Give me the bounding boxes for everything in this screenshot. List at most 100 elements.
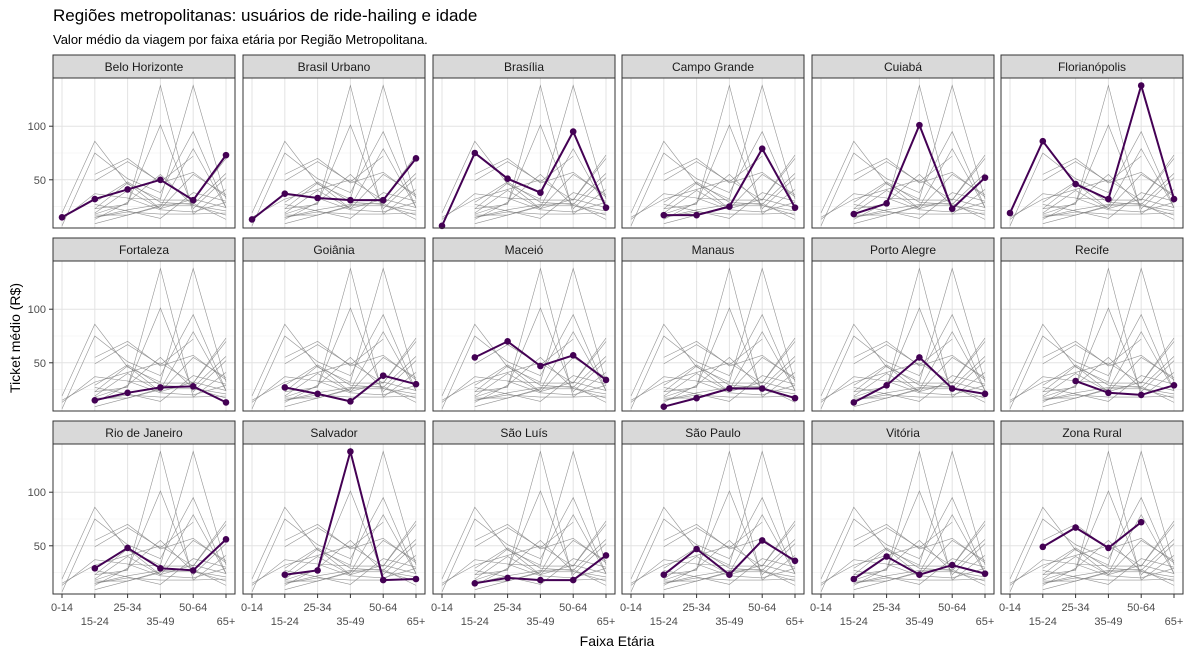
background-series-line [820,130,986,227]
highlight-point [91,195,99,203]
panel-border [621,77,805,229]
background-series-line [474,539,607,571]
background-series-line [284,539,417,571]
background-series-line [474,331,607,399]
panel-border [1000,260,1184,412]
background-series-line [284,356,417,388]
background-series-line [441,84,607,214]
background-series-line [284,124,417,215]
facet-label: Zona Rural [1062,426,1121,440]
background-series-line [1042,148,1175,216]
highlight-point [124,544,131,552]
x-tick-label: 50-64 [179,602,207,614]
facet-panel: Belo Horizonte 50 100 [28,54,236,229]
background-series-line [630,154,796,218]
background-series-line [1042,558,1175,585]
background-series-line [251,520,417,584]
background-series-line [284,524,417,564]
x-axis-label: Faixa Etária [580,633,655,649]
x-tick-label: 25-34 [114,602,142,614]
background-series-line [251,84,417,214]
x-tick-label: 35-49 [336,616,364,628]
y-tick-label: 100 [28,121,46,133]
x-tick-label: 65+ [976,616,995,628]
background-series-line [853,539,986,571]
background-series-line [1042,450,1175,581]
background-series-line [853,173,986,205]
highlight-point [693,394,700,402]
background-series-line [696,563,796,579]
background-series-line [853,524,986,564]
highlight-point [883,200,890,207]
highlight-point [157,384,164,391]
facet-label: Recife [1075,243,1109,257]
background-series-line [284,173,417,220]
x-tick-label: 35-49 [715,616,743,628]
panel-border [621,260,805,412]
x-tick-label: 50-64 [938,602,966,614]
highlight-point [726,203,733,210]
background-series-line [853,490,986,581]
background-series-line [1042,539,1175,571]
background-series-line [284,514,417,582]
facet-label: São Paulo [685,426,741,440]
background-series-line [507,563,607,579]
highlight-point [537,362,544,370]
background-series-line [94,307,227,398]
y-tick-label: 100 [28,487,46,499]
highlight-point [726,385,733,392]
background-series-line [663,356,796,403]
highlight-point [379,576,387,584]
x-tick-label: 25-34 [304,602,332,614]
highlight-point [412,155,420,162]
background-series-line [663,173,796,205]
background-series-line [474,148,607,216]
background-series-line [1042,189,1175,218]
highlight-point [758,145,766,153]
background-series-line [853,84,986,215]
background-series-line [94,514,227,582]
background-series-line [94,173,227,205]
highlight-point [916,571,923,579]
background-series-line [1009,158,1175,220]
background-series-line [284,192,417,219]
background-series-line [94,341,227,381]
background-series-line [284,539,417,586]
highlight-point [693,545,700,553]
background-series-line [251,313,417,410]
background-series-line [61,313,227,410]
background-series-line [474,190,607,214]
highlight-point [281,571,289,579]
x-tick-label: 0-14 [999,602,1021,614]
background-series-line [284,84,417,215]
facet-panel: Manaus [621,237,805,412]
background-series-line [630,267,796,397]
background-series-line [1042,539,1175,586]
background-series-line [284,189,417,218]
background-series-line [663,490,796,581]
x-tick-label: 0-14 [810,602,832,614]
background-series-line [1042,155,1142,183]
highlight-point [471,579,479,587]
background-series-line [1042,490,1175,581]
facet-panel: Zona Rural 0-14 15-24 25-34 35-49 50-64 65+ [999,420,1184,628]
background-series-line [663,555,796,584]
background-series-line [474,521,574,549]
background-series-line [1042,555,1175,584]
highlight-series-line [61,154,227,219]
highlight-point [504,574,511,582]
background-series-line [630,130,796,227]
facet-panel: Salvador 0-14 15-24 25-34 35-49 50-64 65+ [241,420,426,628]
background-series-line [663,558,796,585]
highlight-point [569,128,577,135]
facet-label: Florianópolis [1058,60,1126,74]
panel-border [432,260,616,412]
highlight-point [1072,524,1079,531]
highlight-point [471,149,479,157]
facet-label: Goiânia [313,243,355,257]
highlight-point [471,354,479,361]
highlight-point [1170,381,1178,389]
highlight-point [1105,195,1112,203]
x-tick-label: 35-49 [146,616,174,628]
background-series-line [1075,197,1175,213]
